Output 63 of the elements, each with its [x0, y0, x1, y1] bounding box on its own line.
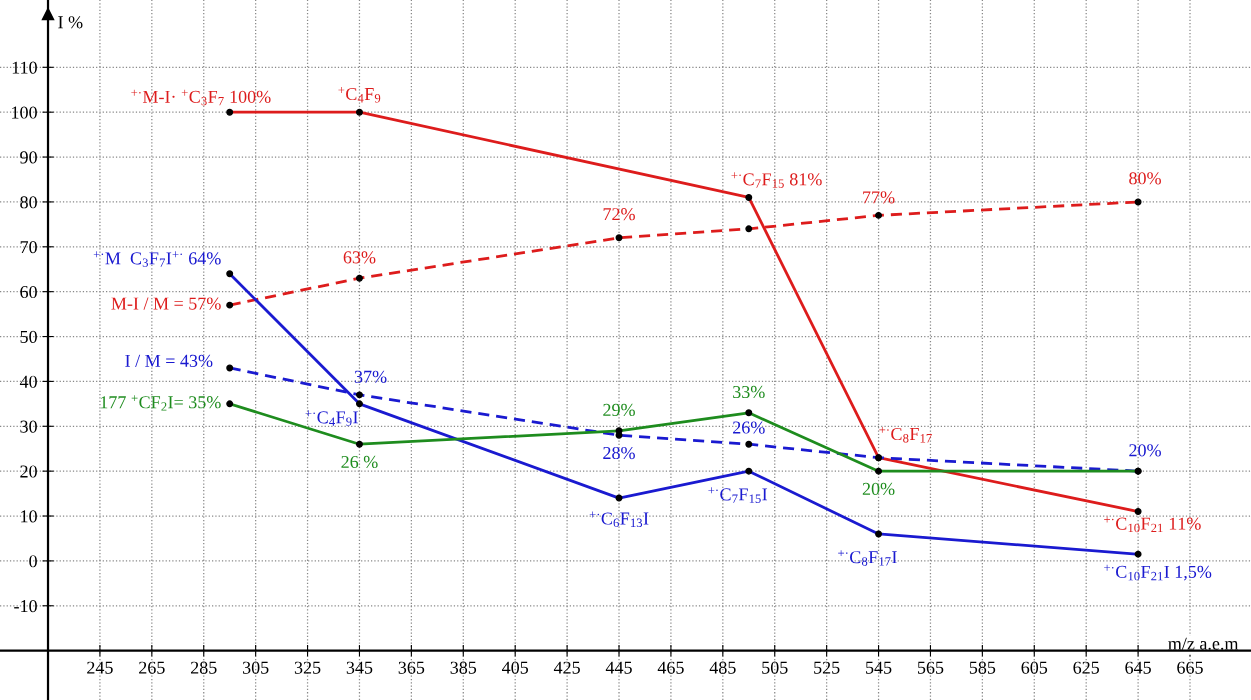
x-tick-label: 265	[139, 661, 165, 674]
x-tick-label: 325	[294, 661, 321, 674]
x-tick-label: 285	[190, 661, 217, 674]
x-axis-title: m/z a.e.m	[1168, 637, 1239, 650]
x-tick-label: 505	[762, 661, 788, 674]
x-tick-label: 305	[242, 661, 269, 674]
y-axis-title: I %	[58, 16, 83, 29]
x-tick-label: 585	[969, 661, 996, 674]
data-label: $^{+·}$M C$_{3}$F$_{7}$I$^{+·}$ 64%	[93, 251, 221, 267]
x-tick-label: 545	[866, 661, 892, 674]
x-tick-label: 385	[450, 661, 477, 674]
y-tick-label: 30	[20, 420, 37, 433]
data-label: $^{+·}$C$_{8}$F$_{17}$	[879, 426, 932, 443]
data-label: M-I / M = 57%	[111, 297, 221, 310]
y-tick-label: 40	[19, 375, 37, 388]
x-tick-label: 605	[1021, 661, 1048, 674]
data-label: 26 %	[341, 455, 378, 469]
x-tick-label: 445	[605, 661, 632, 674]
x-tick-label: 465	[657, 661, 684, 674]
y-tick-label: 110	[12, 61, 37, 74]
y-tick-label: 70	[20, 241, 37, 254]
y-tick-label: 50	[20, 330, 37, 343]
x-tick-label: 665	[1177, 661, 1203, 674]
y-tick-label: 20	[20, 465, 37, 478]
x-tick-label: 365	[398, 661, 425, 674]
data-label: $^{+·}$M-I· $^{+}$C$_{3}$F$_{7}$ 100%	[131, 89, 271, 106]
data-label: $^{+·}$C$_{10}$F$_{21}$ 11%	[1104, 516, 1201, 533]
x-tick-label: 425	[553, 661, 580, 674]
data-label: $^{+·}$C$_{4}$F$_{9}$I	[305, 410, 358, 426]
data-label: $^{+·}$C$_{7}$F$_{15}$I	[708, 487, 768, 503]
data-label: 20%	[1129, 444, 1161, 457]
data-label: $^{+·}$C$_{7}$F$_{15}$ 81%	[731, 172, 822, 188]
data-label: 26%	[733, 421, 765, 434]
x-tick-label: 645	[1125, 661, 1151, 674]
data-label: $^{+·}$C$_{8}$F$_{17}$I	[838, 550, 897, 566]
y-tick-label: 0	[29, 555, 37, 568]
data-label: 63%	[343, 251, 376, 264]
x-tick-label: 625	[1073, 661, 1100, 674]
data-label: 37%	[354, 370, 387, 383]
x-tick-label: 345	[346, 661, 373, 674]
y-tick-label: 90	[20, 151, 37, 164]
x-tick-label: 525	[814, 661, 840, 674]
y-tick-label: 10	[21, 510, 37, 523]
data-label: 80%	[1129, 172, 1161, 185]
y-tick-label: 60	[20, 285, 37, 299]
y-tick-label: 80	[20, 196, 37, 209]
data-label: 33%	[733, 385, 765, 399]
data-label: $^{+}$C$_{4}$F$_{9}$	[338, 87, 381, 103]
x-tick-label: 565	[917, 661, 944, 674]
y-tick-label: 100	[12, 106, 37, 119]
data-label: $^{+·}$C$_{10}$F$_{21}$I 1,5%	[1104, 564, 1212, 581]
data-label: 20%	[862, 482, 895, 496]
x-tick-label: 485	[709, 661, 736, 674]
data-label: 29%	[603, 403, 635, 417]
data-label: 28%	[603, 446, 635, 460]
data-label: 77%	[863, 191, 895, 204]
data-label: 177 $^{+}$CF$_{2}$I= 35%	[100, 395, 221, 411]
x-tick-label: 245	[87, 661, 113, 674]
data-label: 72%	[603, 208, 635, 221]
data-label: I / M = 43%	[125, 354, 213, 367]
data-label: $^{+·}$C$_{6}$F$_{13}$I	[589, 511, 649, 528]
x-tick-label: 405	[502, 661, 529, 674]
y-tick-label: -10	[14, 600, 37, 613]
